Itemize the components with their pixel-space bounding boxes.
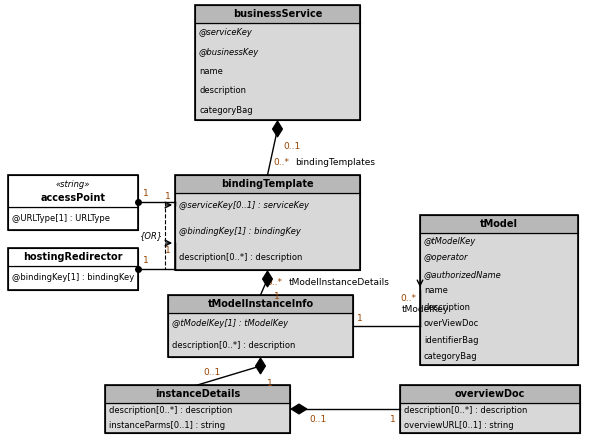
Text: {OR}: {OR} [140, 231, 163, 240]
Text: 0..*: 0..* [400, 294, 416, 303]
Bar [195, 5, 360, 120]
Text: accessPoint: accessPoint [41, 193, 105, 203]
Text: overviewDoc: overviewDoc [455, 389, 525, 399]
Text: @serviceKey: @serviceKey [199, 28, 253, 37]
Text: @operator: @operator [424, 253, 468, 262]
Bar [105, 403, 290, 433]
Bar [195, 5, 360, 23]
Bar [168, 295, 353, 357]
Text: 1: 1 [143, 256, 149, 265]
Polygon shape [256, 358, 266, 374]
Text: overViewDoc: overViewDoc [424, 319, 479, 328]
Text: categoryBag: categoryBag [199, 106, 253, 115]
Text: 0..*: 0..* [266, 278, 283, 287]
Text: description: description [424, 303, 471, 312]
Bar [168, 295, 353, 313]
Text: 0..1: 0..1 [309, 415, 326, 424]
Text: 1: 1 [143, 190, 149, 198]
Polygon shape [263, 271, 273, 287]
Text: 1: 1 [357, 314, 363, 323]
Bar [420, 215, 578, 233]
Bar [420, 233, 578, 365]
Text: hostingRedirector: hostingRedirector [23, 252, 123, 262]
Text: description[0..*] : description: description[0..*] : description [109, 406, 233, 415]
Text: tModelInstanceDetails: tModelInstanceDetails [289, 278, 389, 287]
Text: identifierBag: identifierBag [424, 336, 478, 345]
Text: @tModelKey: @tModelKey [424, 237, 477, 246]
Text: description[0..*] : description: description[0..*] : description [179, 253, 302, 262]
Bar [105, 385, 290, 433]
Text: 1: 1 [166, 192, 171, 201]
Text: description: description [199, 86, 246, 95]
Text: overviewURL[0..1] : string: overviewURL[0..1] : string [404, 421, 514, 430]
Text: 0..1: 0..1 [283, 142, 301, 151]
Text: «string»: «string» [56, 180, 90, 189]
Text: @businessKey: @businessKey [199, 48, 259, 57]
Text: 1: 1 [273, 292, 279, 301]
Polygon shape [291, 404, 307, 414]
Bar [175, 175, 360, 270]
Bar [168, 313, 353, 357]
Bar [400, 385, 580, 433]
Text: @bindingKey[1] : bindingKey: @bindingKey[1] : bindingKey [12, 274, 134, 282]
Text: tModelKey: tModelKey [402, 305, 449, 314]
Text: @authorizedName: @authorizedName [424, 270, 502, 279]
Text: 1: 1 [166, 246, 171, 255]
Bar [105, 385, 290, 403]
Text: name: name [199, 67, 223, 76]
Text: instanceParms[0..1] : string: instanceParms[0..1] : string [109, 421, 225, 430]
Text: 1: 1 [266, 379, 272, 388]
Bar [195, 23, 360, 120]
Text: @tModelKey[1] : tModelKey: @tModelKey[1] : tModelKey [172, 319, 288, 329]
Bar [8, 207, 138, 230]
Text: bindingTemplates: bindingTemplates [296, 158, 376, 167]
Bar [8, 175, 138, 230]
Text: name: name [424, 286, 448, 295]
Text: 0..*: 0..* [273, 158, 290, 167]
Text: businessService: businessService [233, 9, 322, 19]
Bar [8, 266, 138, 290]
Text: instanceDetails: instanceDetails [155, 389, 240, 399]
Bar [400, 385, 580, 403]
Text: 1: 1 [391, 415, 396, 424]
Text: @URLType[1] : URLType: @URLType[1] : URLType [12, 214, 110, 223]
Text: tModelInstanceInfo: tModelInstanceInfo [207, 299, 313, 309]
Bar [8, 248, 138, 290]
Text: 0..1: 0..1 [204, 368, 221, 377]
Bar [8, 248, 138, 266]
Text: description[0..*] : description: description[0..*] : description [172, 341, 295, 351]
Text: categoryBag: categoryBag [424, 352, 478, 361]
Text: description[0..*] : description: description[0..*] : description [404, 406, 527, 415]
Polygon shape [273, 121, 283, 137]
Bar [420, 215, 578, 365]
Bar [175, 193, 360, 270]
Text: @serviceKey[0..1] : serviceKey: @serviceKey[0..1] : serviceKey [179, 202, 309, 210]
Text: bindingTemplate: bindingTemplate [221, 179, 314, 189]
Bar [400, 403, 580, 433]
Text: @bindingKey[1] : bindingKey: @bindingKey[1] : bindingKey [179, 227, 301, 236]
Bar [175, 175, 360, 193]
Bar [8, 175, 138, 207]
Text: tModel: tModel [480, 219, 518, 229]
